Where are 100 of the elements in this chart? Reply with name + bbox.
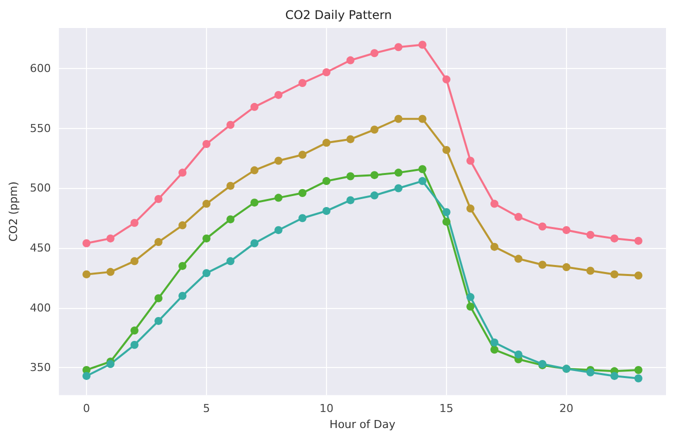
point — [274, 156, 282, 165]
point — [634, 272, 642, 280]
point — [106, 360, 114, 368]
point — [346, 172, 354, 180]
y-tick-label: 350 — [30, 361, 51, 374]
point — [538, 260, 546, 269]
point — [586, 230, 594, 239]
point — [178, 168, 186, 177]
point — [370, 191, 378, 200]
point — [226, 257, 234, 266]
point — [610, 270, 618, 278]
y-axis-title: CO2 (ppm) — [7, 181, 20, 242]
point — [106, 234, 114, 242]
point — [154, 316, 162, 325]
point — [106, 268, 114, 276]
x-tick-label: 15 — [439, 402, 454, 416]
point — [202, 269, 210, 278]
point — [466, 204, 474, 213]
point — [250, 102, 258, 111]
point — [202, 200, 210, 208]
point — [586, 368, 594, 376]
point — [130, 326, 138, 335]
point — [442, 208, 450, 216]
point — [418, 165, 426, 174]
point — [130, 257, 138, 266]
point — [250, 166, 258, 174]
y-tick-label: 550 — [30, 122, 51, 135]
point — [442, 146, 450, 154]
point — [490, 200, 498, 208]
point — [274, 90, 282, 99]
point — [634, 236, 642, 245]
point — [298, 214, 306, 222]
y-tick-label: 500 — [30, 182, 51, 195]
point — [490, 338, 498, 346]
point — [178, 262, 186, 270]
x-tick-label: 5 — [202, 402, 210, 416]
point — [418, 114, 426, 123]
point — [514, 350, 522, 358]
x-tick-label: 10 — [319, 402, 334, 416]
point — [82, 239, 90, 248]
point — [538, 222, 546, 230]
point — [346, 135, 354, 144]
point — [514, 254, 522, 263]
point — [490, 242, 498, 251]
point — [82, 270, 90, 278]
point — [370, 171, 378, 180]
point — [466, 293, 474, 302]
point — [178, 292, 186, 300]
y-tick-label: 450 — [30, 242, 51, 255]
point — [466, 156, 474, 165]
point — [346, 56, 354, 64]
point — [298, 150, 306, 159]
y-tick-label: 400 — [30, 301, 51, 314]
point — [178, 221, 186, 230]
point — [442, 75, 450, 84]
point — [418, 177, 426, 186]
point — [130, 340, 138, 349]
point — [154, 238, 162, 246]
point — [394, 43, 402, 52]
point — [586, 266, 594, 275]
point — [202, 140, 210, 148]
x-axis-title: Hour of Day — [330, 418, 396, 431]
point — [322, 177, 330, 186]
point — [82, 372, 90, 380]
point — [154, 194, 162, 203]
point — [274, 226, 282, 234]
chart-title: CO2 Daily Pattern — [285, 8, 392, 22]
point — [250, 239, 258, 248]
point — [322, 206, 330, 215]
point — [418, 40, 426, 49]
point — [610, 234, 618, 242]
point — [298, 79, 306, 88]
point — [394, 168, 402, 177]
point — [274, 194, 282, 202]
point — [202, 234, 210, 242]
point — [226, 120, 234, 129]
point — [154, 294, 162, 302]
point — [322, 68, 330, 76]
y-tick-label: 600 — [30, 62, 51, 76]
point — [346, 196, 354, 204]
point — [394, 114, 402, 123]
point — [562, 263, 570, 272]
point — [634, 374, 642, 382]
point — [250, 198, 258, 207]
x-tick-label: 20 — [559, 402, 574, 416]
point — [130, 218, 138, 227]
x-tick-label: 0 — [82, 402, 90, 416]
point — [226, 215, 234, 224]
point — [298, 189, 306, 198]
point — [490, 346, 498, 354]
point — [442, 218, 450, 226]
point — [394, 184, 402, 192]
point — [370, 126, 378, 134]
point — [322, 138, 330, 147]
point — [610, 372, 618, 380]
point — [226, 182, 234, 190]
point — [370, 49, 378, 58]
point — [562, 226, 570, 234]
point — [514, 212, 522, 221]
point — [634, 366, 642, 374]
